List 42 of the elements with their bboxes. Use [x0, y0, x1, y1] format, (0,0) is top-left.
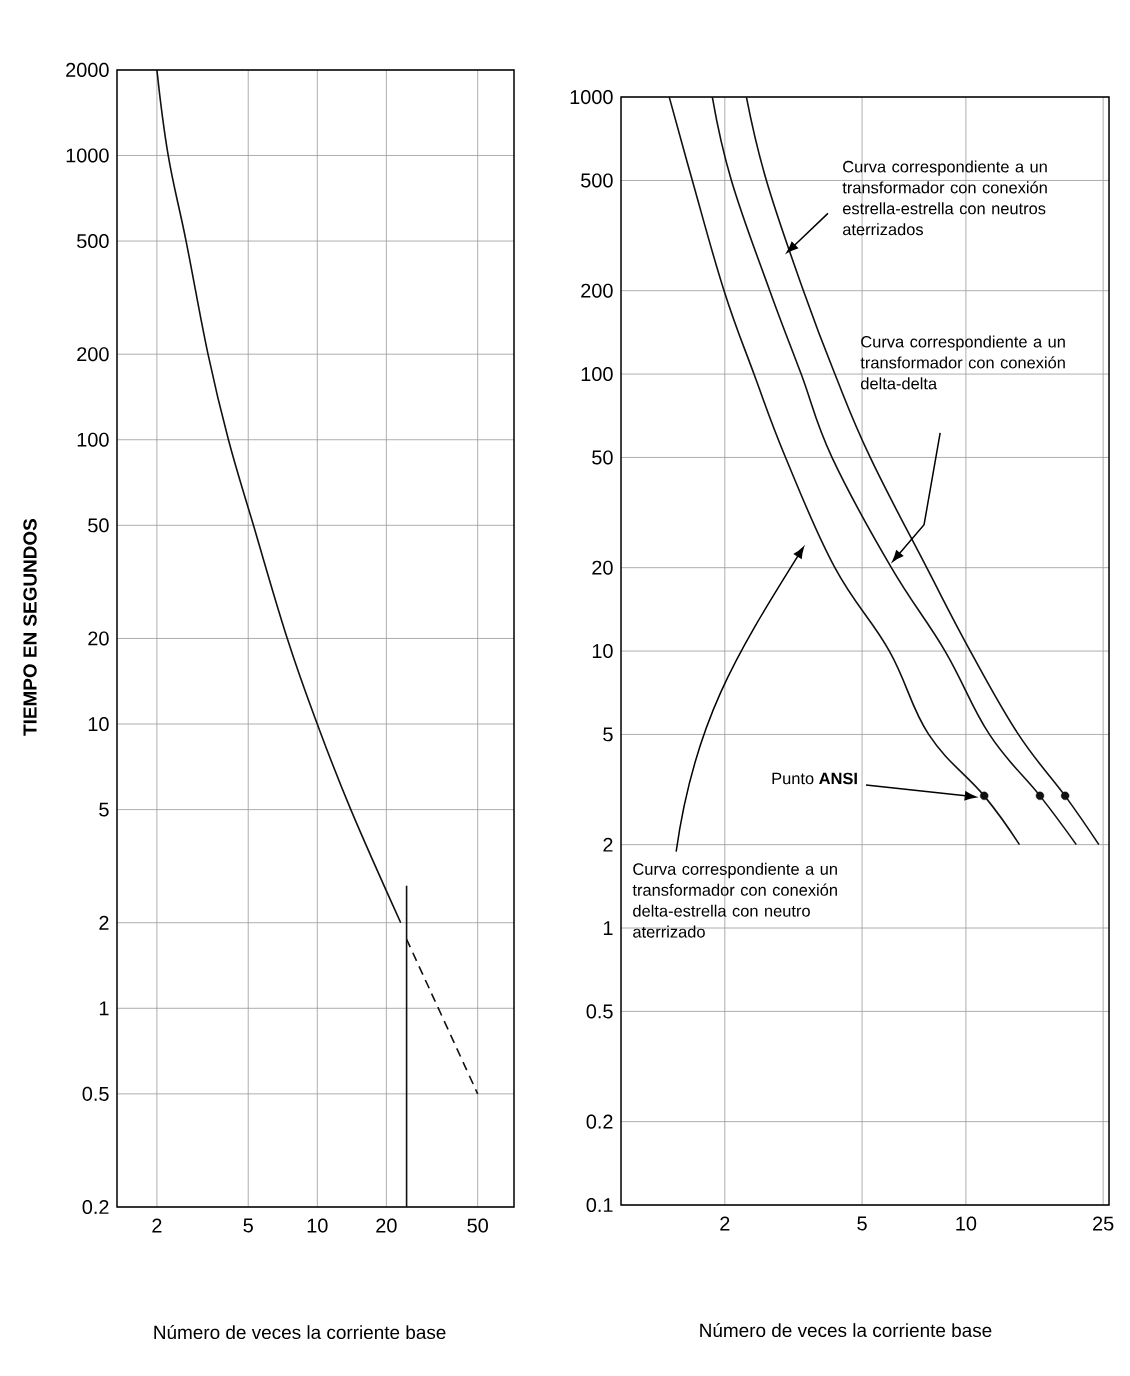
annotation: Punto ANSI	[772, 772, 857, 785]
y-tick-label: 500	[77, 234, 109, 249]
annotation: Curva correspondiente a un transformador con conexión delta-delta	[860, 335, 1065, 390]
y-tick-label: 0.2	[586, 1114, 613, 1129]
y-tick-label: 50	[88, 518, 109, 533]
x-axis-title: Número de veces la corriente base	[700, 1322, 992, 1338]
annotation: Curva correspondiente a un transformador con conexión delta-estrella con neutro aterrizado	[632, 862, 837, 938]
y-tick-label: 0.5	[82, 1086, 109, 1101]
x-axis-title: Número de veces la corriente base	[154, 1324, 446, 1340]
x-tick-label: 5	[243, 1218, 253, 1233]
y-tick-label: 100	[77, 432, 109, 447]
y-tick-label: 5	[99, 802, 109, 817]
y-tick-label: 2	[603, 837, 613, 852]
y-tick-label: 0.1	[586, 1197, 613, 1213]
y-tick-label: 100	[581, 367, 613, 382]
x-tick-label: 5	[857, 1216, 867, 1231]
y-tick-label: 500	[581, 173, 613, 188]
annotation: Curva correspondiente a un transformador con conexión estrella-estrella con neutros aterrizados	[842, 160, 1047, 236]
y-tick-label: 20	[88, 631, 109, 646]
x-tick-label: 2	[152, 1218, 162, 1233]
y-tick-label: 5	[603, 727, 613, 742]
x-tick-label: 10	[307, 1218, 328, 1233]
y-tick-label: 20	[592, 560, 613, 575]
x-tick-label: 50	[467, 1218, 488, 1233]
y-tick-label: 0.2	[82, 1199, 109, 1215]
y-tick-label: 10	[592, 644, 613, 659]
y-tick-label: 1	[603, 921, 613, 935]
x-tick-label: 10	[956, 1216, 977, 1231]
x-tick-label: 20	[376, 1218, 397, 1233]
y-tick-label: 1000	[66, 148, 109, 163]
y-axis-title: TIEMPO EN SEGUNDOS	[23, 519, 37, 736]
y-tick-label: 2000	[66, 62, 109, 77]
y-tick-label: 200	[77, 347, 109, 362]
x-tick-label: 2	[720, 1216, 730, 1231]
y-tick-label: 10	[88, 716, 109, 732]
y-tick-label: 1	[99, 1001, 109, 1016]
y-tick-label: 1000	[570, 90, 613, 105]
y-tick-label: 0.5	[586, 1004, 613, 1019]
y-tick-label: 200	[581, 283, 613, 298]
y-tick-label: 50	[592, 450, 613, 465]
x-tick-label: 25	[1093, 1216, 1114, 1231]
y-tick-label: 2	[99, 915, 109, 930]
